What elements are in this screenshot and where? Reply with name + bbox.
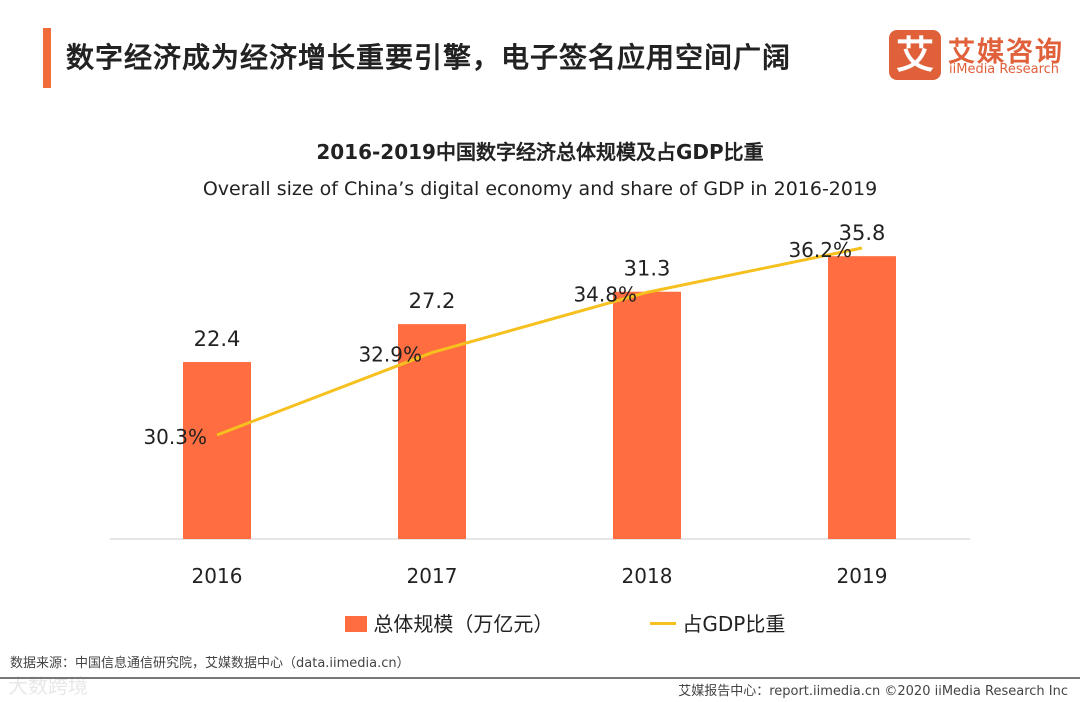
x-tick-label: 2016 xyxy=(192,564,243,588)
logo-cn: 艾媒咨询 xyxy=(948,37,1064,68)
bar-2019 xyxy=(828,256,896,539)
bar-2018 xyxy=(613,291,681,539)
legend-line: 占GDP比重 xyxy=(650,608,785,637)
x-tick-label: 2017 xyxy=(407,564,458,588)
footer-divider xyxy=(0,677,1080,679)
page-title: 数字经济成为经济增长重要引擎，电子签名应用空间广阔 xyxy=(66,41,792,74)
line-label: 34.8% xyxy=(573,282,637,306)
footer-report: 艾媒报告中心：report.iimedia.cn ©2020 iiMedia R… xyxy=(678,684,1068,699)
title-accent-bar xyxy=(43,28,51,88)
x-tick-label: 2018 xyxy=(622,564,673,588)
logo-en: iiMedia Research xyxy=(949,62,1060,77)
source-note: 数据来源：中国信息通信研究院，艾媒数据中心（data.iimedia.cn） xyxy=(10,656,410,671)
legend-line-swatch xyxy=(650,622,676,625)
bar-label: 22.4 xyxy=(194,327,241,351)
line-label: 30.3% xyxy=(143,425,207,449)
legend-bar: 总体规模（万亿元） xyxy=(345,608,553,637)
chart-title: 2016-2019中国数字经济总体规模及占GDP比重 xyxy=(316,140,764,164)
legend-bar-label: 总体规模（万亿元） xyxy=(373,612,554,636)
legend-line-label: 占GDP比重 xyxy=(682,612,786,636)
chart-subtitle: Overall size of China’s digital economy … xyxy=(202,178,878,200)
legend-bar-swatch xyxy=(345,616,367,632)
line-label: 36.2% xyxy=(788,238,852,262)
x-tick-label: 2019 xyxy=(837,564,888,588)
bar-2016 xyxy=(183,362,251,539)
watermark: 大数跨境 xyxy=(8,674,88,698)
line-label: 32.9% xyxy=(358,343,422,367)
bar-label: 27.2 xyxy=(409,289,456,313)
bar-label: 35.8 xyxy=(839,221,886,245)
logo-mark: 艾 xyxy=(889,30,941,80)
bar-label: 31.3 xyxy=(624,257,671,281)
gdp-share-line xyxy=(216,246,863,437)
